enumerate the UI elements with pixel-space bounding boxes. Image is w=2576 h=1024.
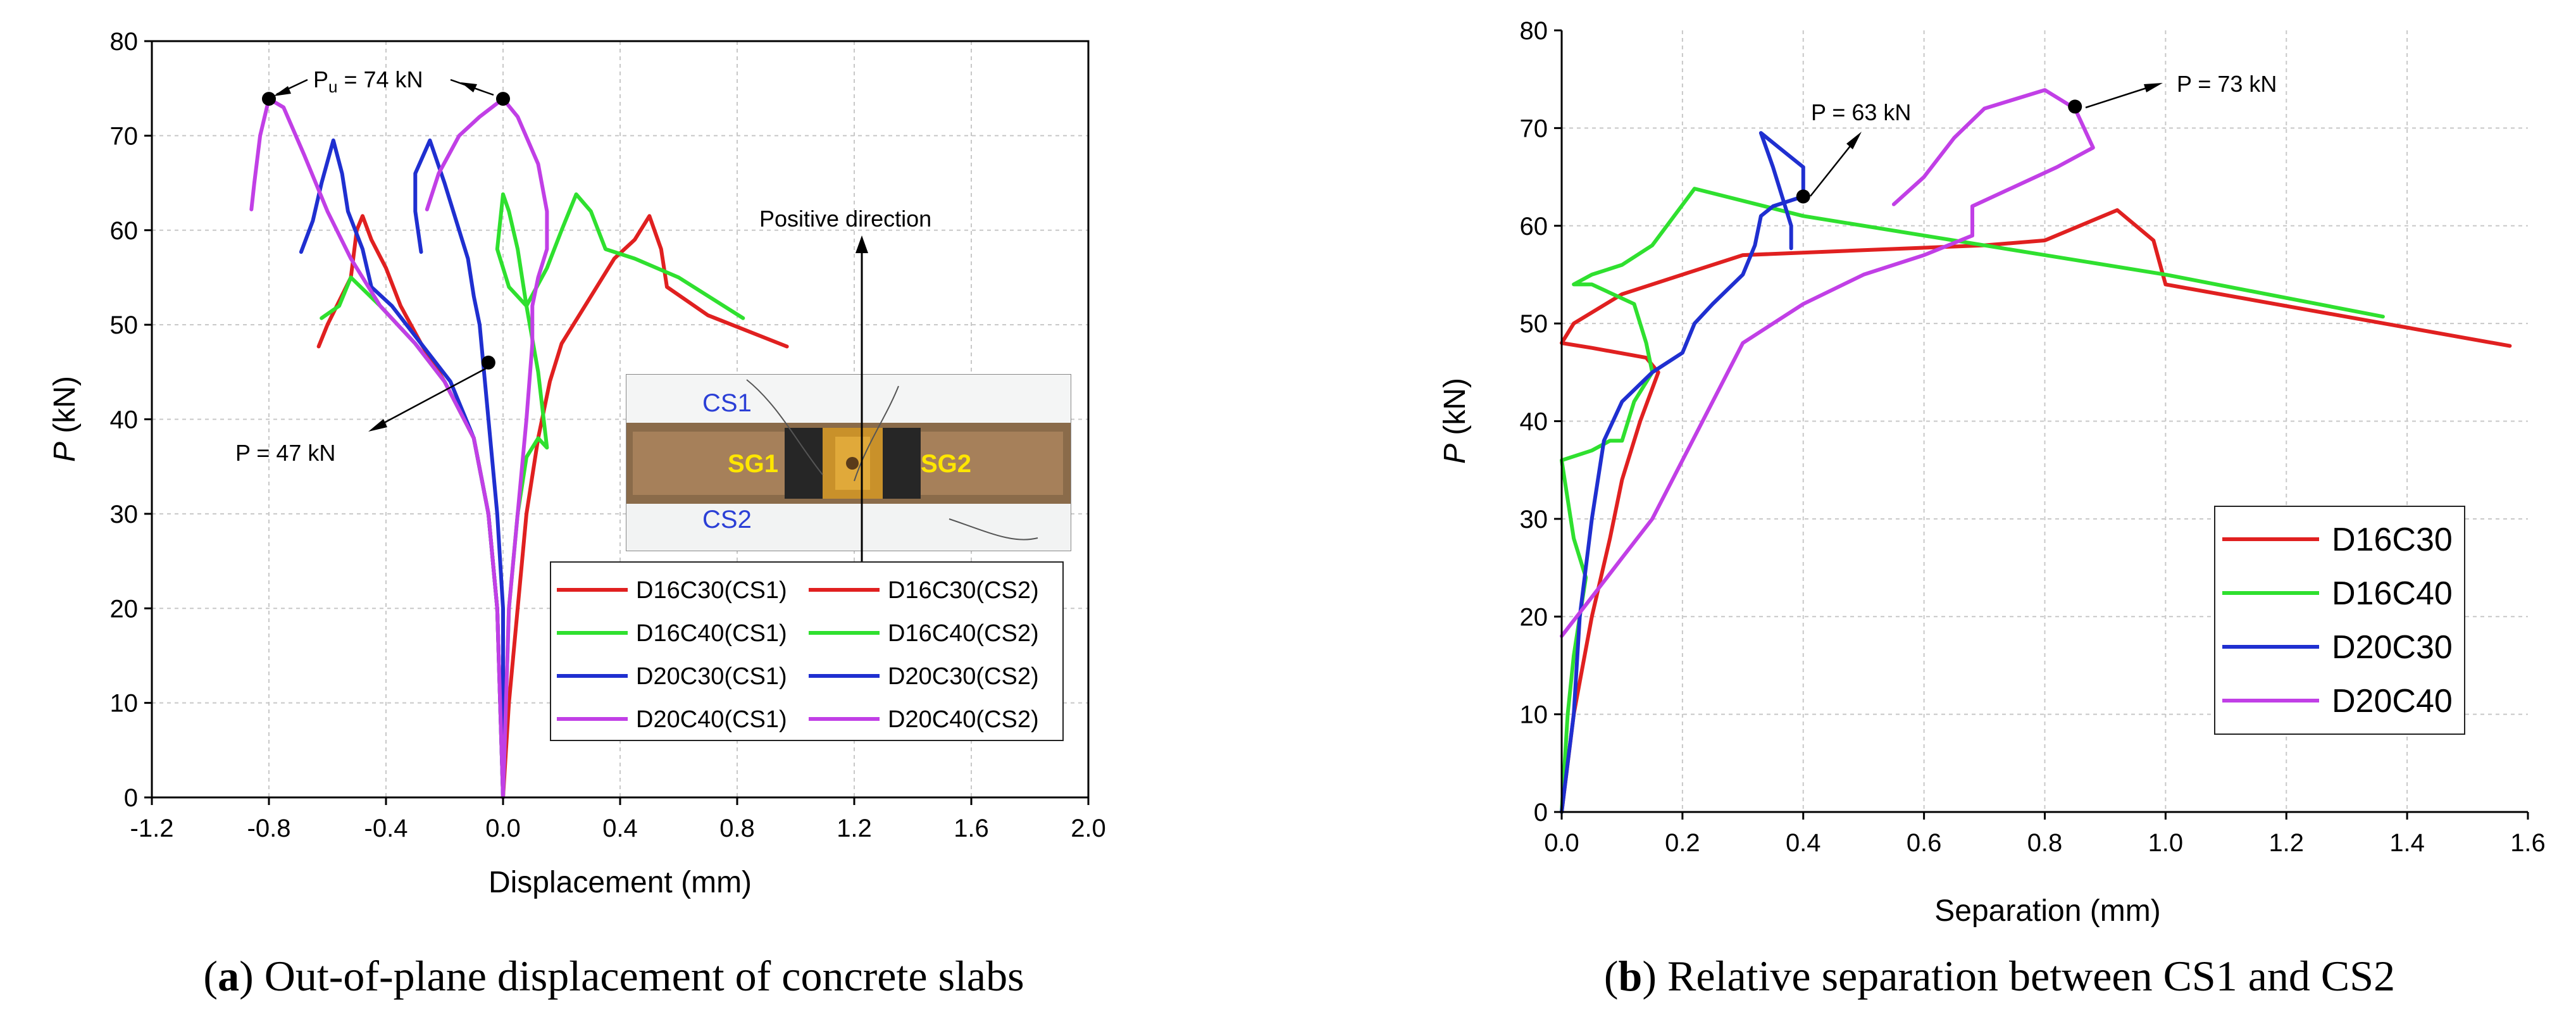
series-line-d20c40: [1560, 88, 2095, 639]
x-tick-label: 1.6: [2510, 829, 2546, 857]
caption-a: (a) Out-of-plane displacement of concret…: [203, 952, 1024, 1000]
chart-b-annotations: P = 63 kN P = 73 kN: [1810, 71, 2277, 197]
p63-annotation: P = 63 kN: [1811, 99, 1911, 125]
legend-label: D16C40(CS1): [636, 620, 787, 647]
chart-b-markers: [1796, 99, 2082, 204]
chart-b-ticks: 0.0 0.2 0.4 0.6 0.8 1.0 1.2 1.4 1.6 0 10 20 30 40 50 60…: [1520, 17, 2546, 857]
series-line-d20c40cs1: [249, 97, 505, 799]
series-line-d16c30cs2: [501, 214, 789, 799]
y-tick-label: 30: [110, 501, 139, 528]
x-tick-label: 0.4: [602, 815, 638, 842]
x-tick-label: -0.4: [364, 815, 408, 842]
legend-label: D16C30(CS1): [636, 577, 787, 604]
x-tick-label: 0.8: [719, 815, 755, 842]
positive-direction-annotation: Positive direction: [759, 206, 931, 585]
p47-annotation: P = 47 kN: [235, 440, 335, 466]
y-tick-label: 20: [110, 595, 139, 623]
point-marker: [2068, 99, 2082, 114]
y-tick-label: 80: [1520, 17, 1548, 45]
specimen-photo: CS1 CS2 SG1 SG2: [626, 374, 1071, 551]
legend-label: D20C30: [2332, 629, 2453, 666]
y-tick-label: 0: [124, 784, 138, 812]
chart-b-x-axis-label: Separation (mm): [1934, 894, 2160, 928]
positive-direction-label: Positive direction: [759, 206, 931, 232]
y-tick-label: 80: [110, 28, 139, 56]
series-line-d20c30: [1560, 131, 1805, 814]
x-tick-label: 0.8: [2027, 829, 2063, 857]
chart-a-markers: [262, 92, 510, 370]
legend-label: D16C40(CS2): [888, 620, 1039, 647]
legend-label: D16C30: [2332, 521, 2453, 558]
y-tick-label: 40: [1520, 408, 1548, 436]
x-tick-label: 2.0: [1071, 815, 1106, 842]
legend-label: D16C40: [2332, 575, 2453, 612]
x-tick-label: -0.8: [247, 815, 291, 842]
legend-label: D20C30(CS2): [888, 663, 1039, 690]
legend-label: D20C40(CS2): [888, 706, 1039, 733]
series-line-d20c40cs2: [425, 97, 549, 799]
photo-label-sg2: SG2: [921, 450, 971, 478]
x-tick-label: -1.2: [130, 815, 174, 842]
y-tick-label: 20: [1520, 603, 1548, 631]
x-tick-label: 0.4: [1786, 829, 1821, 857]
y-tick-label: 70: [110, 122, 139, 150]
x-tick-label: 0.2: [1665, 829, 1700, 857]
y-tick-label: 50: [1520, 310, 1548, 338]
point-marker: [481, 355, 495, 370]
point-marker: [496, 92, 510, 106]
chart-a-y-axis-label: P (kN): [48, 376, 82, 462]
series-line-d16c30: [1560, 208, 2512, 814]
chart-a-x-axis-label: Displacement (mm): [488, 866, 752, 899]
chart-a-ticks: -1.2 -0.8 -0.4 0.0 0.4 0.8 1.2 1.6 2.0 0 10 20 30 40 5…: [110, 28, 1106, 842]
chart-b: 0.0 0.2 0.4 0.6 0.8 1.0 1.2 1.4 1.6 0 10 20 30 40 50 60…: [1438, 17, 2546, 928]
chart-a-series: [249, 97, 789, 799]
pu-annotation: Pu = 74 kN: [313, 66, 423, 96]
y-tick-label: 10: [1520, 701, 1548, 729]
chart-a-legend: D16C30(CS1) D16C30(CS2) D16C40(CS1) D16C40(…: [550, 561, 1064, 741]
caption-b: (b) Relative separation between CS1 and …: [1604, 952, 2395, 1000]
legend-label: D20C40: [2332, 683, 2453, 720]
x-tick-label: 1.2: [2268, 829, 2304, 857]
chart-b-y-axis-label: P (kN): [1438, 378, 1472, 464]
chart-a: -1.2 -0.8 -0.4 0.0 0.4 0.8 1.2 1.6 2.0 0 10 20 30 40 5…: [48, 28, 1106, 899]
y-tick-label: 60: [1520, 213, 1548, 240]
p73-annotation: P = 73 kN: [2177, 71, 2277, 97]
x-tick-label: 1.4: [2389, 829, 2425, 857]
legend-label: D20C30(CS1): [636, 663, 787, 690]
photo-label-sg1: SG1: [728, 450, 778, 478]
x-tick-label: 0.0: [1544, 829, 1579, 857]
chart-a-annotations: Pu = 74 kN P = 47 kN: [235, 66, 494, 466]
y-tick-label: 30: [1520, 506, 1548, 534]
x-tick-label: 1.0: [2148, 829, 2184, 857]
photo-label-cs2: CS2: [702, 506, 752, 534]
x-tick-label: 0.0: [485, 815, 521, 842]
y-tick-label: 40: [110, 406, 139, 434]
point-marker: [262, 92, 276, 106]
photo-label-cs1: CS1: [702, 389, 752, 417]
series-line-d16c40cs2: [495, 192, 745, 799]
y-tick-label: 0: [1534, 799, 1548, 827]
y-tick-label: 70: [1520, 115, 1548, 142]
y-tick-label: 50: [110, 311, 139, 339]
chart-b-legend: D16C30 D16C40 D20C30 D20C40: [2214, 506, 2465, 735]
legend-label: D20C40(CS1): [636, 706, 787, 733]
chart-b-series: [1560, 88, 2512, 814]
point-marker: [1796, 189, 1810, 204]
x-tick-label: 1.2: [837, 815, 872, 842]
x-tick-label: 1.6: [954, 815, 989, 842]
series-line-d20c30cs2: [413, 138, 505, 799]
legend-label: D16C30(CS2): [888, 577, 1039, 604]
y-tick-label: 60: [110, 217, 139, 245]
y-tick-label: 10: [110, 690, 139, 718]
x-tick-label: 0.6: [1907, 829, 1942, 857]
